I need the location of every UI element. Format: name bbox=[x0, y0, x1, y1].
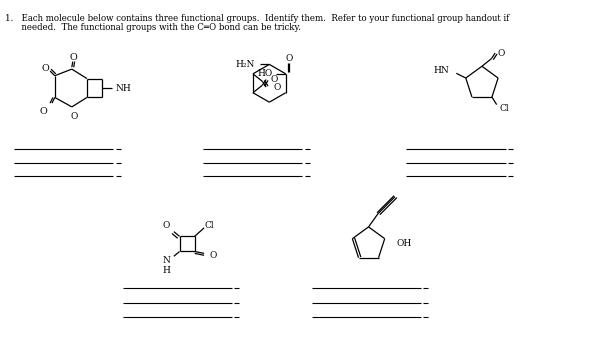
Text: O: O bbox=[210, 251, 217, 260]
Text: needed.  The functional groups with the C═O bond can be tricky.: needed. The functional groups with the C… bbox=[5, 23, 301, 32]
Text: O: O bbox=[70, 53, 77, 62]
Text: H: H bbox=[162, 266, 170, 275]
Text: O: O bbox=[163, 221, 170, 230]
Text: O: O bbox=[270, 75, 278, 84]
Text: Cl: Cl bbox=[500, 104, 509, 113]
Text: H₂N: H₂N bbox=[235, 60, 254, 69]
Text: O: O bbox=[39, 107, 47, 116]
Text: OH: OH bbox=[396, 239, 411, 248]
Text: O: O bbox=[497, 48, 505, 57]
Text: O: O bbox=[70, 112, 77, 121]
Text: 1.   Each molecule below contains three functional groups.  Identify them.  Refe: 1. Each molecule below contains three fu… bbox=[5, 14, 509, 23]
Text: Cl: Cl bbox=[205, 221, 215, 230]
Text: O: O bbox=[42, 64, 49, 73]
Text: O: O bbox=[286, 54, 293, 63]
Text: N: N bbox=[162, 256, 170, 266]
Text: O: O bbox=[274, 82, 281, 92]
Text: NH: NH bbox=[115, 84, 131, 93]
Text: HO: HO bbox=[257, 69, 273, 78]
Text: HN: HN bbox=[433, 66, 449, 75]
